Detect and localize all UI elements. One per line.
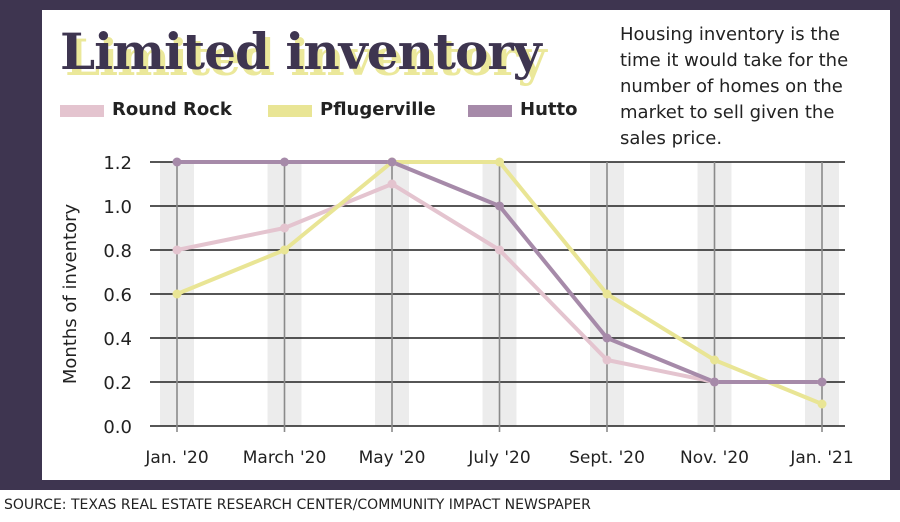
data-point-pflugerville: [710, 355, 719, 365]
legend-label-hutto: Hutto: [520, 99, 578, 120]
x-tick-labels: Jan. '20 March '20 May '20 July '20 Sept. '2…: [144, 448, 853, 468]
data-point-round-rock: [602, 355, 612, 365]
y-tick-label: 0.6: [103, 285, 132, 306]
y-tick-label: 1.2: [103, 153, 132, 174]
y-tick-label: 1.0: [103, 197, 132, 218]
source-note: SOURCE: TEXAS REAL ESTATE RESEARCH CENTE…: [4, 497, 591, 513]
y-tick-label: 0.8: [103, 241, 132, 262]
x-tick-label: July '20: [467, 448, 530, 468]
data-point-hutto: [817, 377, 827, 387]
y-tick-label: 0.4: [103, 329, 132, 350]
data-point-round-rock: [172, 245, 182, 255]
data-point-hutto: [710, 377, 719, 387]
data-point-hutto: [280, 157, 289, 167]
chart-title: Limited inventory: [60, 22, 542, 81]
y-tick-label: 0.2: [103, 373, 132, 394]
y-tick-label: 0.0: [103, 417, 132, 438]
data-point-pflugerville: [495, 157, 504, 167]
legend-label-round-rock: Round Rock: [112, 99, 232, 120]
legend-swatch-pflugerville: [268, 105, 312, 117]
x-tick-label: Jan. '21: [789, 448, 853, 468]
legend-swatch-hutto: [468, 105, 512, 117]
data-point-pflugerville: [602, 289, 612, 299]
y-tick-labels: 0.0 0.2 0.4 0.6 0.8 1.0 1.2: [103, 153, 132, 438]
x-tick-label: Jan. '20: [144, 448, 208, 468]
legend-label-pflugerville: Pflugerville: [320, 99, 436, 120]
x-tick-label: March '20: [243, 448, 327, 468]
y-axis-label: Months of inventory: [60, 204, 81, 385]
data-point-round-rock: [387, 179, 397, 189]
x-tick-label: May '20: [359, 448, 426, 468]
data-point-pflugerville: [280, 245, 289, 255]
data-point-round-rock: [280, 223, 289, 233]
data-point-round-rock: [495, 245, 504, 255]
line-chart: 0.0 0.2 0.4 0.6 0.8 1.0 1.2 Jan. '20 March '20 M…: [60, 153, 854, 468]
x-tick-label: Nov. '20: [680, 448, 749, 468]
data-point-pflugerville: [172, 289, 182, 299]
data-point-pflugerville: [817, 399, 827, 409]
legend-swatch-round-rock: [60, 105, 104, 117]
data-point-hutto: [495, 201, 504, 211]
chart-note: Housing inventory is the time it would t…: [620, 24, 849, 149]
data-point-hutto: [387, 157, 397, 167]
data-point-hutto: [172, 157, 182, 167]
data-point-hutto: [602, 333, 612, 343]
series-lines: [172, 157, 827, 409]
x-tick-label: Sept. '20: [569, 448, 645, 468]
